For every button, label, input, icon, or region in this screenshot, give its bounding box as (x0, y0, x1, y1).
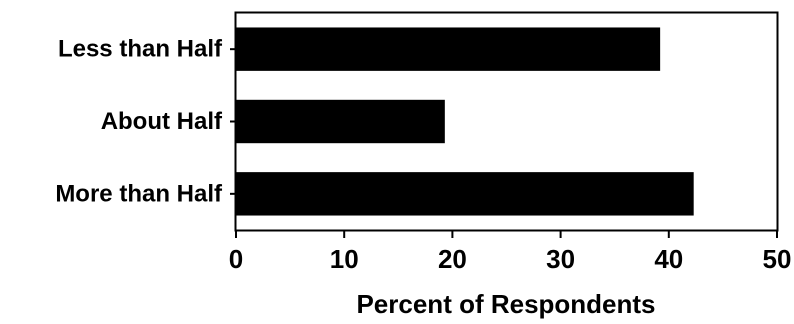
x-tick-label-20: 20 (438, 244, 467, 274)
category-label-more-than-half: More than Half (55, 180, 223, 207)
category-labels: Less than Half About Half More than Half (55, 36, 236, 207)
bars-layer (236, 27, 694, 216)
x-tick-label-40: 40 (654, 244, 683, 274)
bar-less-than-half (236, 27, 661, 71)
x-tick-label-10: 10 (330, 244, 359, 274)
bar-more-than-half (236, 172, 694, 216)
bar-about-half (236, 99, 445, 144)
category-label-less-than-half: Less than Half (58, 36, 223, 63)
x-tick-label-30: 30 (546, 244, 575, 274)
x-tick-label-50: 50 (763, 244, 792, 274)
x-tick-label-0: 0 (229, 244, 243, 274)
x-axis-title: Percent of Respondents (356, 289, 655, 319)
category-label-about-half: About Half (101, 108, 223, 135)
x-axis-ticks: 0 10 20 30 40 50 (229, 230, 792, 274)
